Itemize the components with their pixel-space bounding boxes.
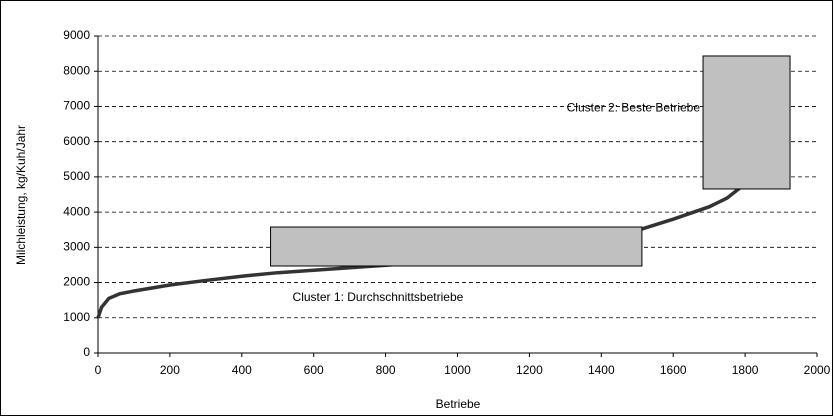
x-tick-label: 1600 <box>660 363 687 377</box>
x-tick-label: 2000 <box>804 363 831 377</box>
x-tick-label: 200 <box>160 363 180 377</box>
x-axis-label: Betriebe <box>436 397 481 411</box>
y-axis-label: Milchleistung, kg/Kuh/Jahr <box>14 125 28 265</box>
y-tick-label: 6000 <box>63 134 90 148</box>
y-tick-label: 2000 <box>63 275 90 289</box>
y-tick-label: 0 <box>83 345 90 359</box>
x-tick-label: 600 <box>304 363 324 377</box>
cluster-box <box>270 226 643 267</box>
x-tick-label: 1200 <box>516 363 543 377</box>
x-tick-label: 800 <box>376 363 396 377</box>
y-tick-label: 7000 <box>63 99 90 113</box>
cluster-label: Cluster 1: Durchschnittsbetriebe <box>293 290 464 304</box>
x-tick-label: 1400 <box>588 363 615 377</box>
x-tick-label: 0 <box>95 363 102 377</box>
y-tick-label: 5000 <box>63 169 90 183</box>
y-tick-label: 4000 <box>63 204 90 218</box>
y-tick-label: 1000 <box>63 310 90 324</box>
x-tick-label: 1800 <box>732 363 759 377</box>
cluster-box <box>702 55 791 190</box>
y-tick-label: 8000 <box>63 63 90 77</box>
x-tick-label: 400 <box>232 363 252 377</box>
y-tick-label: 9000 <box>63 28 90 42</box>
x-tick-label: 1000 <box>444 363 471 377</box>
y-tick-label: 3000 <box>63 240 90 254</box>
cluster-label: Cluster 2: Beste Betriebe <box>567 101 701 115</box>
